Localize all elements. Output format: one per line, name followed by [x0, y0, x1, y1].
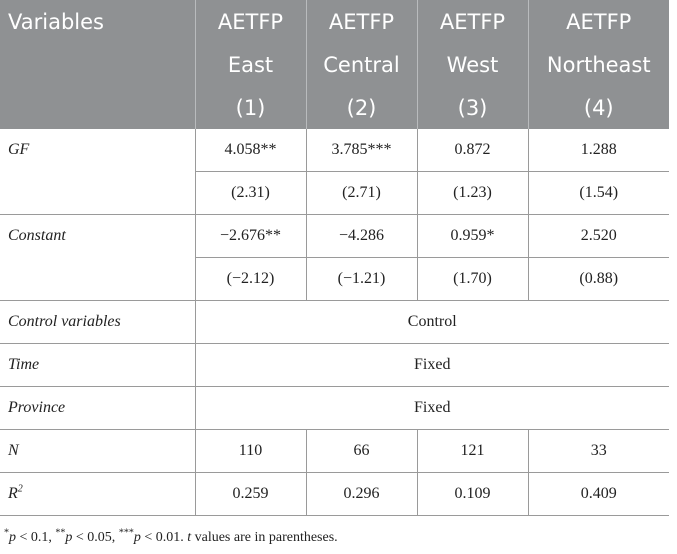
header-col-2: (2): [305, 86, 417, 129]
table-footnote: *p < 0.1, **p < 0.05, ***p < 0.01. t val…: [4, 527, 338, 546]
row-label-control: Control variables: [0, 300, 195, 344]
cell-control-value: Control: [194, 300, 669, 344]
cell-gf-coef-2: 3.785***: [305, 129, 417, 172]
cell-constant-t-3: (1.70): [416, 257, 528, 301]
cell-constant-t-1: (−2.12): [194, 257, 306, 301]
row-label-n: N: [0, 429, 195, 473]
r2-base: R: [8, 485, 18, 502]
r2-sup: 2: [17, 483, 23, 495]
cell-n-1: 110: [194, 429, 306, 473]
cell-constant-t-2: (−1.21): [305, 257, 417, 301]
row-time: Time Fixed: [0, 343, 669, 387]
cell-gf-coef-1: 4.058**: [194, 129, 306, 172]
footnote-t-letter: t: [187, 530, 192, 545]
footnote-sym-1: *: [4, 527, 9, 539]
header-region-central: Central: [305, 43, 417, 86]
row-label-gf: GF: [0, 129, 195, 215]
cell-gf-t-3: (1.23): [416, 171, 528, 215]
footnote-sym-2: **: [55, 527, 66, 539]
cell-province-value: Fixed: [194, 386, 669, 430]
header-region-northeast: Northeast: [527, 43, 669, 86]
header-empty-2: [0, 86, 195, 129]
footnote-text-2: < 0.05,: [72, 530, 119, 545]
header-row-dependent: Variables AETFP AETFP AETFP AETFP: [0, 0, 669, 43]
row-control: Control variables Control: [0, 300, 669, 344]
cell-gf-coef-4: 1.288: [527, 129, 669, 172]
cell-n-4: 33: [527, 429, 669, 473]
row-label-r2: R2: [0, 472, 195, 516]
row-constant-t: (−2.12) (−1.21) (1.70) (0.88): [0, 257, 669, 301]
row-gf-t: (2.31) (2.71) (1.23) (1.54): [0, 171, 669, 215]
row-label-constant: Constant: [0, 214, 195, 301]
cell-time-value: Fixed: [194, 343, 669, 387]
row-label-province: Province: [0, 386, 195, 430]
header-region-east: East: [194, 43, 306, 86]
header-dep-4: AETFP: [527, 0, 669, 43]
header-row-region: East Central West Northeast: [0, 43, 669, 86]
header-region-west: West: [416, 43, 528, 86]
footnote-text-4: values are in parentheses.: [191, 530, 338, 545]
row-label-time: Time: [0, 343, 195, 387]
cell-constant-coef-4: 2.520: [527, 214, 669, 258]
footnote-sym-3: ***: [118, 527, 134, 539]
regression-table: Variables AETFP AETFP AETFP AETFP East C…: [0, 0, 669, 516]
row-province: Province Fixed: [0, 386, 669, 430]
regression-table-container: Variables AETFP AETFP AETFP AETFP East C…: [0, 0, 669, 516]
cell-r2-3: 0.109: [416, 472, 528, 516]
cell-gf-t-2: (2.71): [305, 171, 417, 215]
row-constant-coef: Constant −2.676** −4.286 0.959* 2.520: [0, 214, 669, 301]
cell-r2-4: 0.409: [527, 472, 669, 516]
footnote-p-2: p: [65, 530, 73, 545]
row-gf-coef: GF 4.058** 3.785*** 0.872 1.288: [0, 129, 669, 215]
header-col-4: (4): [527, 86, 669, 129]
header-col-3: (3): [416, 86, 528, 129]
header-dep-3: AETFP: [416, 0, 528, 43]
header-dep-1: AETFP: [194, 0, 306, 43]
row-n: N 110 66 121 33: [0, 429, 669, 473]
cell-r2-1: 0.259: [194, 472, 306, 516]
cell-constant-coef-2: −4.286: [305, 214, 417, 258]
cell-n-2: 66: [305, 429, 417, 473]
cell-constant-coef-1: −2.676**: [194, 214, 306, 258]
header-dep-2: AETFP: [305, 0, 417, 43]
cell-gf-coef-3: 0.872: [416, 129, 528, 172]
header-empty: [0, 43, 195, 86]
cell-gf-t-1: (2.31): [194, 171, 306, 215]
cell-r2-2: 0.296: [305, 472, 417, 516]
cell-constant-t-4: (0.88): [527, 257, 669, 301]
row-r2: R2 0.259 0.296 0.109 0.409: [0, 472, 669, 516]
footnote-p-3: p: [133, 530, 141, 545]
footnote-p-1: p: [9, 530, 16, 545]
footnote-text-1: < 0.1,: [16, 530, 56, 545]
cell-n-3: 121: [416, 429, 528, 473]
footnote-text-3: < 0.01.: [140, 530, 188, 545]
cell-constant-coef-3: 0.959*: [416, 214, 528, 258]
header-row-number: (1) (2) (3) (4): [0, 86, 669, 129]
cell-gf-t-4: (1.54): [527, 171, 669, 215]
header-col-1: (1): [194, 86, 306, 129]
header-variables: Variables: [0, 0, 195, 43]
